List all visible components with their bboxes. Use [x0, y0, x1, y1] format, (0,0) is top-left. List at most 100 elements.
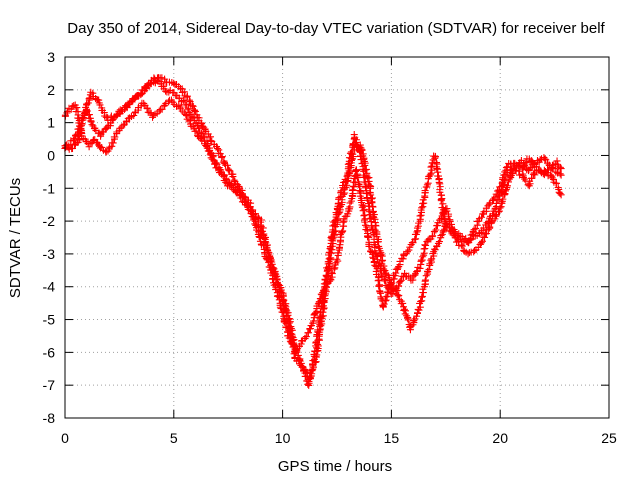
data-point: [72, 131, 80, 139]
data-point: [190, 106, 198, 114]
data-point: [259, 224, 267, 232]
data-point: [542, 156, 550, 164]
data-point: [501, 168, 509, 176]
data-point: [85, 143, 93, 151]
grid: [65, 57, 609, 418]
data-point: [418, 293, 426, 301]
data-point: [410, 316, 418, 324]
data-point: [557, 171, 565, 179]
data-point: [453, 234, 461, 242]
data-point: [68, 144, 76, 152]
data-point: [215, 165, 223, 173]
data-point: [447, 227, 455, 235]
data-point: [203, 143, 211, 151]
data-point: [251, 220, 259, 228]
data-point: [363, 190, 371, 198]
data-point: [416, 264, 424, 272]
data-point: [304, 329, 312, 337]
data-point: [362, 184, 370, 192]
data-point: [223, 161, 231, 169]
data-point: [218, 153, 226, 161]
data-point: [273, 276, 281, 284]
data-point: [422, 276, 430, 284]
data-point: [541, 155, 549, 163]
data-point: [280, 318, 288, 326]
data-point: [249, 206, 257, 214]
data-point: [68, 102, 76, 110]
data-point: [376, 288, 384, 296]
data-point: [396, 296, 404, 304]
data-point: [185, 117, 193, 125]
data-point: [222, 178, 230, 186]
data-point: [430, 228, 438, 236]
data-point: [319, 289, 327, 297]
data-point: [242, 198, 250, 206]
data-point: [214, 145, 222, 153]
data-point: [439, 200, 447, 208]
data-point: [207, 154, 215, 162]
data-point: [520, 162, 528, 170]
data-point: [491, 193, 499, 201]
data-point: [415, 306, 423, 314]
data-point: [343, 172, 351, 180]
y-tick-label: 0: [47, 147, 55, 163]
data-point: [302, 333, 310, 341]
data-point: [444, 212, 452, 220]
data-point: [379, 301, 387, 309]
data-point: [432, 226, 440, 234]
data-point: [528, 174, 536, 182]
data-point: [470, 226, 478, 234]
data-point: [364, 196, 372, 204]
data-point: [346, 199, 354, 207]
x-tick-label: 25: [601, 430, 617, 446]
data-point: [457, 241, 465, 249]
data-point: [112, 112, 120, 120]
data-point: [500, 191, 508, 199]
data-point: [500, 171, 508, 179]
data-point: [332, 209, 340, 217]
y-tick-label: -1: [43, 180, 56, 196]
y-tick-label: 2: [47, 82, 55, 98]
data-point: [382, 293, 390, 301]
data-point: [399, 255, 407, 263]
data-point: [413, 228, 421, 236]
data-point: [198, 136, 206, 144]
data-point: [417, 297, 425, 305]
data-point: [325, 249, 333, 257]
data-point: [133, 92, 141, 100]
data-point: [369, 253, 377, 261]
x-tick-label: 5: [170, 430, 178, 446]
data-point: [357, 156, 365, 164]
data-point: [355, 147, 363, 155]
y-tick-label: -7: [43, 377, 56, 393]
data-point: [556, 163, 564, 171]
data-point: [379, 256, 387, 264]
y-axis-label: SDTVAR / TECUs: [7, 178, 24, 298]
data-point: [335, 194, 343, 202]
data-point: [207, 137, 215, 145]
data-point: [553, 157, 561, 165]
data-point: [499, 195, 507, 203]
data-point: [257, 218, 265, 226]
data-point: [384, 288, 392, 296]
data-point: [556, 189, 564, 197]
data-point: [394, 264, 402, 272]
data-point: [73, 104, 81, 112]
data-point: [76, 136, 84, 144]
data-point: [419, 253, 427, 261]
data-point: [180, 88, 188, 96]
y-tick-label: -5: [43, 312, 56, 328]
data-point: [393, 291, 401, 299]
data-point: [493, 187, 501, 195]
data-point: [528, 158, 536, 166]
data-point: [337, 187, 345, 195]
y-tick-label: -4: [43, 279, 56, 295]
data-point: [418, 204, 426, 212]
data-point: [101, 112, 109, 120]
data-point: [429, 232, 437, 240]
data-point: [255, 233, 263, 241]
data-point: [83, 105, 91, 113]
data-point: [230, 176, 238, 184]
data-point: [206, 151, 214, 159]
data-point: [395, 282, 403, 290]
